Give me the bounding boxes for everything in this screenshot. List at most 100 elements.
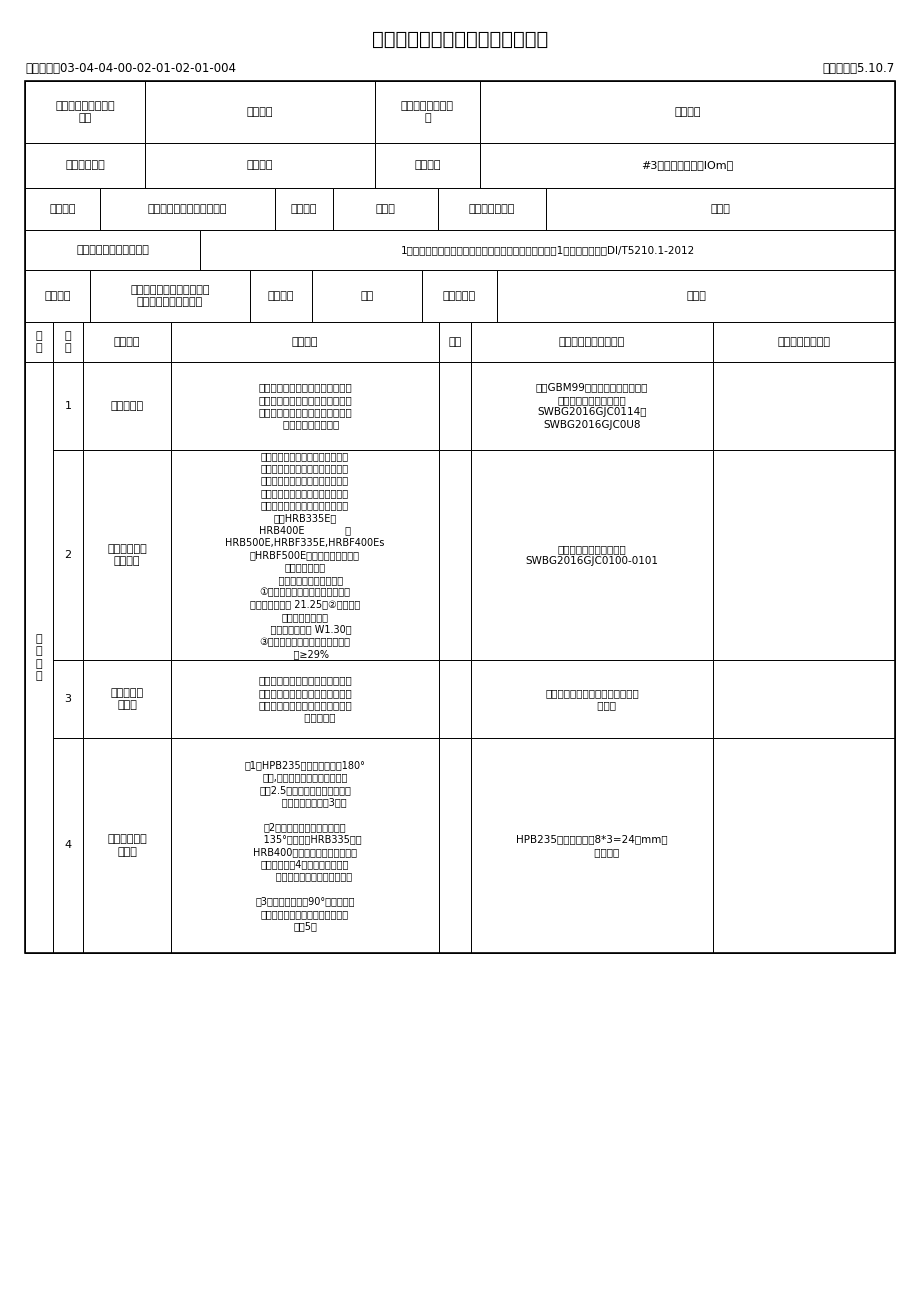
Bar [171,362,438,450]
Text: 工程编号：03-04-04-00-02-01-02-01-004: 工程编号：03-04-04-00-02-01-02-01-004 [25,62,236,75]
Text: 钢筋工程: 钢筋工程 [246,160,273,170]
Bar [712,738,894,954]
Bar [250,271,312,323]
Text: 项目经理: 项目经理 [267,291,294,301]
Text: 施工单位: 施工单位 [44,291,71,301]
Bar [312,271,422,323]
Text: 没有出现钢筋脆断、焊接性能不良
         的现象: 没有出现钢筋脆断、焊接性能不良 的现象 [545,688,638,710]
Bar [199,230,894,271]
Text: （1）HPB235级钢筋末端应作180°
弯钩,其弯弧内直径不小于钢筋直
径的2.5倍，弯钩的弯后平直部分
      长度。钢筋直径的3倍。

（2）当设计要: （1）HPB235级钢筋末端应作180° 弯钩,其弯弧内直径不小于钢筋直 径的2… [244,760,365,932]
Bar [438,450,471,660]
Text: 原材料抽检: 原材料抽检 [110,401,143,411]
Bar [437,189,545,230]
Bar [496,271,894,323]
Bar [471,362,712,450]
Text: #3循环泵房框架柱IOm层: #3循环泵房框架柱IOm层 [641,160,732,170]
Bar [53,362,83,450]
Text: 黄德荣: 黄德荣 [709,204,730,213]
Bar [145,81,375,143]
Bar [25,362,53,954]
Bar [25,271,90,323]
Bar [438,323,471,362]
Text: HPB235，弯弧内直径8*3=24（mm）
         满足要求: HPB235，弯弧内直径8*3=24（mm） 满足要求 [516,834,667,856]
Text: 分部（子分部）工
程: 分部（子分部）工 程 [401,100,453,124]
Bar [145,143,375,189]
Bar [171,738,438,954]
Bar [275,189,333,230]
Text: 3: 3 [64,693,72,704]
Bar [83,323,171,362]
Text: 1、施工技术规范：电力建设施工质量验收及评定规程第1部分；土建工程DI/T5210.1-2012: 1、施工技术规范：电力建设施工质量验收及评定规程第1部分；土建工程DI/T521… [400,245,694,255]
Bar [712,362,894,450]
Bar [83,738,171,954]
Bar [83,450,171,660]
Bar [83,660,171,738]
Text: 当发现钢筋脆断、焊接性能不良或
力学性能显著不正常等现象时，应
对该批钢筋进行化学成分检验或其
         他专项检验: 当发现钢筋脆断、焊接性能不良或 力学性能显著不正常等现象时，应 对该批钢筋进行化… [258,675,351,722]
Bar [375,81,480,143]
Text: 分项工程名称: 分项工程名称 [65,160,105,170]
Bar [25,143,145,189]
Text: 施工单位检查评定记录: 施工单位检查评定记录 [558,337,624,347]
Text: 主
控
项
目: 主 控 项 目 [36,634,42,682]
Text: 2: 2 [64,550,72,559]
Bar [171,323,438,362]
Text: 受力钢筋弯钩
和弯折: 受力钢筋弯钩 和弯折 [107,834,147,856]
Text: 项目经理: 项目经理 [290,204,317,213]
Bar [471,450,712,660]
Text: 钢筋加工工程检验批质量验收记录: 钢筋加工工程检验批质量验收记录 [371,30,548,48]
Bar [471,323,712,362]
Text: 总包单位: 总包单位 [50,204,75,213]
Bar [100,189,275,230]
Bar [25,189,100,230]
Text: 按照GBM99规定对钢筋抽取试件已
做检验详见检测报告编号
SWBG2016GJC0114至
SWBG2016GJC0U8: 按照GBM99规定对钢筋抽取试件已 做检验详见检测报告编号 SWBG2016GJ… [535,382,648,429]
Text: 验收部位: 验收部位 [414,160,440,170]
Bar [53,450,83,660]
Bar [480,143,894,189]
Text: 循环泵房: 循环泵房 [246,107,273,117]
Bar [438,362,471,450]
Text: 中国能源建设集团西北电力
建设甘肃工程有限公司: 中国能源建设集团西北电力 建设甘肃工程有限公司 [130,285,210,307]
Bar [471,738,712,954]
Bar [83,362,171,450]
Text: 胡杰: 胡杰 [360,291,373,301]
Text: 施工班组长: 施工班组长 [442,291,475,301]
Text: 检查项目: 检查项目 [114,337,140,347]
Bar [90,271,250,323]
Text: 1: 1 [64,401,72,411]
Bar [53,738,83,954]
Bar [25,323,53,362]
Bar [545,189,894,230]
Text: 崔伟蒂: 崔伟蒂 [375,204,395,213]
Bar [438,660,471,738]
Text: 4: 4 [64,840,72,851]
Bar [422,271,496,323]
Text: 类
别: 类 别 [36,330,42,353]
Bar [712,323,894,362]
Text: 电土验表：5.10.7: 电土验表：5.10.7 [822,62,894,75]
Text: 项目技术负责人: 项目技术负责人 [469,204,515,213]
Bar [171,450,438,660]
Text: 对有抗震设防要求的结构，其纵向
受力钢筋的性能应满足设计要求；
当设计无具体要求时，对一、二、
三级抗震等级设计的框架和斜撑构
件（含梯段）中的纵向受力钢筋应
: 对有抗震设防要求的结构，其纵向 受力钢筋的性能应满足设计要求； 当设计无具体要求… [225,451,384,660]
Bar [171,660,438,738]
Text: 监理单位验收记录: 监理单位验收记录 [777,337,830,347]
Text: 详见钢筋检测报告结果：
SWBG2016GJC0100-0101: 详见钢筋检测报告结果： SWBG2016GJC0100-0101 [525,544,658,566]
Text: 孔德玲: 孔德玲 [686,291,705,301]
Bar [480,81,894,143]
Text: 单位（子单位）工程
名称: 单位（子单位）工程 名称 [55,100,115,124]
Bar [53,660,83,738]
Text: 福建龙净环保股份有限公司: 福建龙净环保股份有限公司 [148,204,227,213]
Text: 单位: 单位 [448,337,461,347]
Bar [53,323,83,362]
Bar [25,81,145,143]
Text: 化学成分专
项检能: 化学成分专 项检能 [110,688,143,710]
Bar [25,230,199,271]
Text: 钢筋进场时，应按国家现行相关标
准的规定抽取试件作力学性能检验
和重量偏差检验，检验结果必须符
    合有关标准的规定。: 钢筋进场时，应按国家现行相关标 准的规定抽取试件作力学性能检验 和重量偏差检验，… [258,382,351,429]
Text: 有抗震要求的
框架结构: 有抗震要求的 框架结构 [107,544,147,566]
Bar [712,450,894,660]
Bar [471,660,712,738]
Text: 序
号: 序 号 [64,330,72,353]
Bar [375,143,480,189]
Bar [333,189,437,230]
Text: 质量标准: 质量标准 [291,337,318,347]
Bar [438,738,471,954]
